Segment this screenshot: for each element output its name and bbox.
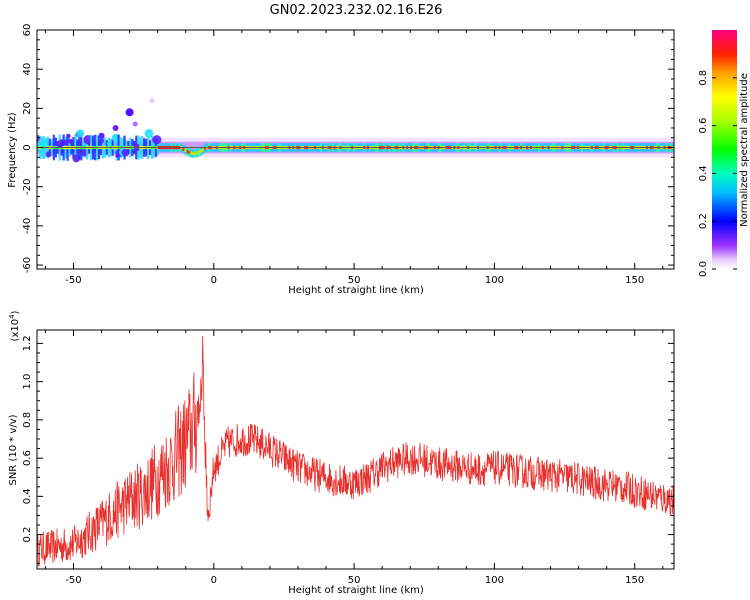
spectrogram-blob	[125, 108, 134, 117]
snr-y-tick-label: 0.8	[22, 412, 33, 428]
snr-x-tick-label: 0	[211, 575, 217, 586]
spectrogram-x-tick-label: 50	[348, 275, 361, 286]
colorbar: 0.0 0.2 0.4 0.6 0.8 Normalized spectral ampl…	[698, 30, 750, 277]
snr-x-tick-label: 100	[485, 575, 504, 586]
spectrogram-core-cell	[198, 150, 201, 154]
snr-scale-label: (x104)	[8, 310, 21, 341]
spectrogram-blob	[107, 141, 113, 147]
spectrogram-x-tick-label: 0	[211, 275, 217, 286]
snr-x-tick-label: 150	[625, 575, 644, 586]
snr-x-ticks: -50 0 50 100 150	[44, 330, 664, 586]
spectrogram-x-tick-label: 100	[485, 275, 504, 286]
spectrogram-blob	[111, 133, 120, 142]
snr-y-tick-label: 0.2	[22, 527, 33, 543]
spectrogram-core-cell	[182, 147, 185, 151]
spectrogram-core-cell	[188, 150, 191, 155]
spectrogram-x-label: Height of straight line (km)	[288, 285, 424, 296]
spectrogram-blob	[76, 129, 85, 138]
spectrogram-x-tick-label: 150	[625, 275, 644, 286]
snr-x-tick-label: 50	[348, 575, 361, 586]
spectrogram-blob	[144, 129, 154, 138]
spectrogram-x-tick-label: -50	[65, 275, 81, 286]
colorbar-tick-label: 0.2	[698, 213, 709, 229]
spectrogram-blob	[98, 132, 105, 139]
spectrogram-core-cell	[203, 146, 207, 151]
spectrogram-y-tick-label: 20	[22, 102, 33, 115]
spectrogram-marks	[37, 98, 674, 163]
spectrogram-core-cell	[186, 150, 189, 154]
colorbar-gradient	[712, 30, 737, 269]
colorbar-label: Normalized spectral amplitude	[739, 73, 750, 227]
spectrogram-frame	[36, 29, 675, 270]
spectrogram-core-cell	[194, 151, 197, 155]
spectrogram-panel: -50 0 50 100 150 60 40 20 0 -20 -40 -60 Height of …	[7, 24, 675, 296]
snr-y-tick-label: 0.4	[22, 488, 33, 504]
spectrogram-blob	[121, 148, 130, 157]
spectrogram-y-tick-label: 60	[22, 24, 33, 37]
snr-frame	[36, 329, 675, 570]
spectrogram-blob	[66, 133, 71, 139]
snr-x-label: Height of straight line (km)	[288, 585, 424, 596]
spectrogram-x-ticks: -50 0 50 100 150	[44, 30, 664, 286]
spectrogram-core-cell	[184, 148, 187, 153]
spectrogram-y-tick-label: 40	[22, 63, 33, 76]
snr-y-ticks: 0.2 0.4 0.6 0.8 1.0 1.2	[22, 335, 674, 564]
spectrogram-blob	[112, 124, 119, 131]
spectrogram-core-cell	[190, 151, 193, 155]
spectrogram-blob	[80, 149, 88, 157]
spectrogram-core-cell	[196, 151, 199, 155]
colorbar-tick-label: 0.0	[698, 261, 709, 277]
spectrogram-blob	[152, 135, 162, 145]
colorbar-tick-label: 0.8	[698, 70, 709, 86]
spectrogram-blob	[99, 138, 105, 144]
snr-scale-exponent: 4	[8, 314, 16, 319]
spectrogram-y-ticks: 60 40 20 0 -20 -40 -60	[22, 24, 674, 273]
spectrogram-blob	[132, 121, 138, 127]
spectrogram-blob	[67, 138, 73, 144]
colorbar-tick-label: 0.6	[698, 118, 709, 134]
figure-title: GN02.2023.232.02.16.E26	[270, 3, 443, 18]
spectrogram-core-cell	[200, 149, 203, 153]
colorbar-ticks: 0.0 0.2 0.4 0.6 0.8	[698, 70, 737, 277]
snr-series-line	[37, 336, 674, 568]
spectrogram-y-tick-label: 0	[22, 144, 33, 150]
snr-x-tick-label: -50	[65, 575, 81, 586]
spectrogram-blob	[45, 151, 52, 158]
snr-scale-prefix: (x10	[10, 319, 21, 342]
spectrogram-y-tick-label: -40	[22, 218, 33, 234]
snr-y-tick-label: 0.6	[22, 450, 33, 466]
snr-y-tick-label: 1.0	[22, 374, 33, 390]
spectrogram-blob	[56, 140, 65, 148]
spectrogram-core-cell	[202, 148, 205, 152]
spectrogram-y-tick-label: -20	[22, 179, 33, 195]
snr-y-label: SNR (10 * v/v)	[8, 414, 19, 485]
spectrogram-y-label: Frequency (Hz)	[7, 112, 18, 188]
spectrogram-y-tick-label: -60	[22, 257, 33, 273]
colorbar-tick-label: 0.4	[698, 165, 709, 181]
spectrogram-blob	[72, 154, 81, 163]
spectrogram-core-cell	[192, 151, 195, 155]
snr-scale-suffix: )	[10, 310, 21, 314]
snr-y-tick-label: 1.2	[22, 335, 33, 351]
spectrogram-blob	[150, 98, 155, 103]
snr-panel: -50 0 50 100 150 0.2 0.4 0.6 0.8 1.0 1.2 Height o…	[8, 310, 675, 596]
